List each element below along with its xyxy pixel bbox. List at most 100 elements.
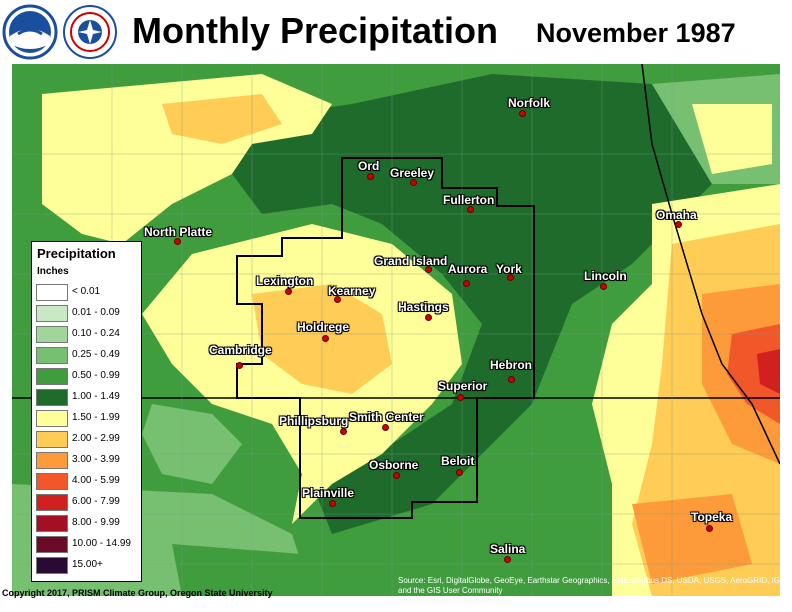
legend-label: < 0.01 xyxy=(72,286,101,297)
city-marker xyxy=(456,469,463,476)
legend-label: 0.25 - 0.49 xyxy=(72,349,120,360)
city-label-north-platte: North Platte xyxy=(144,225,213,239)
map-date: November 1987 xyxy=(536,18,736,48)
legend-swatch xyxy=(36,305,68,322)
city-label-superior: Superior xyxy=(438,379,488,393)
city-marker xyxy=(467,206,474,213)
city-label-hastings: Hastings xyxy=(398,300,449,314)
legend-item: 4.00 - 5.99 xyxy=(36,473,140,490)
legend-swatch xyxy=(36,347,68,364)
legend-item: 2.00 - 2.99 xyxy=(36,431,140,448)
city-label-beloit: Beloit xyxy=(441,454,475,468)
city-marker xyxy=(706,525,713,532)
legend-item: 8.00 - 9.99 xyxy=(36,515,140,532)
legend: Precipitation Inches < 0.01 0.01 - 0.09 0.… xyxy=(31,241,142,582)
legend-item: 0.01 - 0.09 xyxy=(36,305,140,322)
legend-item: < 0.01 xyxy=(36,284,140,301)
noaa-logo xyxy=(2,4,58,60)
legend-swatch xyxy=(36,284,68,301)
legend-item: 6.00 - 7.99 xyxy=(36,494,140,511)
legend-swatch xyxy=(36,452,68,469)
city-label-greeley: Greeley xyxy=(390,166,435,180)
city-label-kearney: Kearney xyxy=(328,284,376,298)
city-marker xyxy=(174,238,181,245)
city-marker xyxy=(410,179,417,186)
city-label-hebron: Hebron xyxy=(490,358,532,372)
city-marker xyxy=(334,296,341,303)
copyright: Copyright 2017, PRISM Climate Group, Ore… xyxy=(2,588,273,598)
nws-logo xyxy=(63,5,117,59)
city-marker xyxy=(504,556,511,563)
city-label-salina: Salina xyxy=(490,542,526,556)
legend-unit: Inches xyxy=(37,266,69,277)
city-marker xyxy=(322,335,329,342)
legend-item: 1.00 - 1.49 xyxy=(36,389,140,406)
legend-item: 10.00 - 14.99 xyxy=(36,536,140,553)
legend-swatch xyxy=(36,557,68,574)
city-label-plainville: Plainville xyxy=(302,486,355,500)
city-label-grand-island: Grand Island xyxy=(374,254,448,268)
city-label-fullerton: Fullerton xyxy=(443,193,495,207)
legend-label: 0.10 - 0.24 xyxy=(72,328,120,339)
legend-label: 8.00 - 9.99 xyxy=(72,517,120,528)
legend-swatch xyxy=(36,326,68,343)
city-marker xyxy=(457,394,464,401)
city-label-norfolk: Norfolk xyxy=(508,96,550,110)
city-marker xyxy=(508,376,515,383)
legend-item: 1.50 - 1.99 xyxy=(36,410,140,427)
city-marker xyxy=(285,288,292,295)
city-label-smith-center: Smith Center xyxy=(349,410,424,424)
city-marker xyxy=(236,362,243,369)
legend-label: 4.00 - 5.99 xyxy=(72,475,120,486)
city-marker xyxy=(519,110,526,117)
legend-label: 1.50 - 1.99 xyxy=(72,412,120,423)
legend-label: 3.00 - 3.99 xyxy=(72,454,120,465)
legend-item: 3.00 - 3.99 xyxy=(36,452,140,469)
legend-label: 2.00 - 2.99 xyxy=(72,433,120,444)
legend-item: 0.50 - 0.99 xyxy=(36,368,140,385)
header: Monthly Precipitation November 1987 xyxy=(0,0,792,64)
legend-item: 0.10 - 0.24 xyxy=(36,326,140,343)
city-marker xyxy=(507,274,514,281)
city-marker xyxy=(329,500,336,507)
city-label-lincoln: Lincoln xyxy=(584,269,627,283)
legend-title: Precipitation xyxy=(37,246,116,261)
city-label-osborne: Osborne xyxy=(369,458,419,472)
city-label-ord: Ord xyxy=(358,159,380,173)
city-label-omaha: Omaha xyxy=(656,208,697,222)
legend-swatch xyxy=(36,368,68,385)
city-marker xyxy=(425,266,432,273)
legend-swatch xyxy=(36,494,68,511)
city-label-york: York xyxy=(496,262,522,276)
city-marker xyxy=(675,221,682,228)
city-marker xyxy=(382,424,389,431)
legend-swatch xyxy=(36,473,68,490)
legend-label: 6.00 - 7.99 xyxy=(72,496,120,507)
legend-swatch xyxy=(36,536,68,553)
city-marker xyxy=(463,280,470,287)
city-marker xyxy=(340,428,347,435)
city-marker xyxy=(367,173,374,180)
legend-swatch xyxy=(36,410,68,427)
legend-label: 0.50 - 0.99 xyxy=(72,370,120,381)
legend-label: 1.00 - 1.49 xyxy=(72,391,120,402)
city-label-lexington: Lexington xyxy=(256,274,314,288)
city-marker xyxy=(425,314,432,321)
legend-item: 0.25 - 0.49 xyxy=(36,347,140,364)
city-label-holdrege: Holdrege xyxy=(297,320,350,334)
city-label-phillipsburg: Phillipsburg xyxy=(279,414,349,428)
legend-swatch xyxy=(36,431,68,448)
legend-label: 10.00 - 14.99 xyxy=(72,538,131,549)
legend-item: 15.00+ xyxy=(36,557,140,574)
legend-label: 15.00+ xyxy=(72,559,103,570)
legend-swatch xyxy=(36,515,68,532)
legend-swatch xyxy=(36,389,68,406)
map-title: Monthly Precipitation xyxy=(132,10,499,51)
city-marker xyxy=(393,472,400,479)
source-attribution: Source: Esri, DigitalGlobe, GeoEye, Eart… xyxy=(398,576,788,595)
city-marker xyxy=(600,283,607,290)
city-label-topeka: Topeka xyxy=(691,510,733,524)
legend-label: 0.01 - 0.09 xyxy=(72,307,120,318)
city-label-cambridge: Cambridge xyxy=(209,343,272,357)
city-label-aurora: Aurora xyxy=(448,262,488,276)
